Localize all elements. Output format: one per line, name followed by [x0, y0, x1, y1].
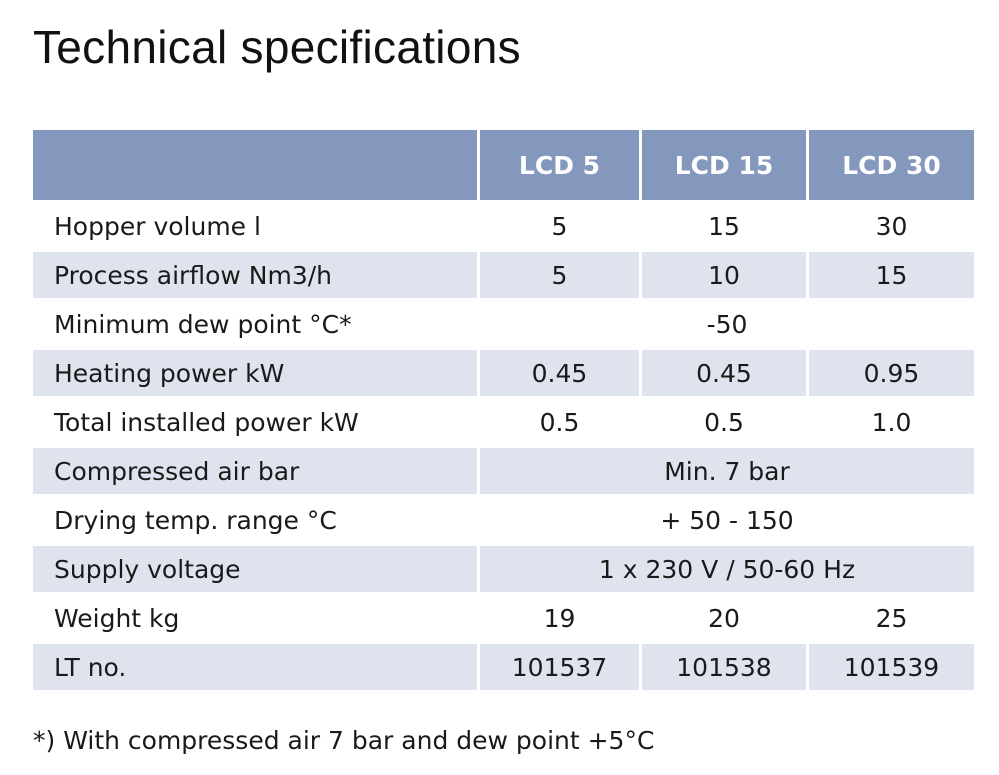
cell-value: 0.45: [480, 350, 642, 399]
cell-value: 15: [642, 203, 809, 252]
table-row-process-airflow: Process airflow Nm3/h 5 10 15: [33, 252, 974, 301]
cell-value: 101538: [642, 644, 809, 693]
row-label: Hopper volume l: [33, 203, 480, 252]
cell-value: 101537: [480, 644, 642, 693]
row-label: Heating power kW: [33, 350, 480, 399]
table-row-minimum-dew-point: Minimum dew point °C* -50: [33, 301, 974, 350]
cell-value-spanning: + 50 - 150: [480, 497, 974, 546]
table-row-hopper-volume: Hopper volume l 5 15 30: [33, 203, 974, 252]
table-row-supply-voltage: Supply voltage 1 x 230 V / 50-60 Hz: [33, 546, 974, 595]
specifications-table: LCD 5 LCD 15 LCD 30 Hopper volume l 5 15…: [33, 130, 974, 693]
page-title: Technical specifications: [33, 21, 521, 73]
table-row-lt-no: LT no. 101537 101538 101539: [33, 644, 974, 693]
table-row-compressed-air: Compressed air bar Min. 7 bar: [33, 448, 974, 497]
row-label: LT no.: [33, 644, 480, 693]
cell-value: 101539: [809, 644, 974, 693]
row-label: Drying temp. range °C: [33, 497, 480, 546]
cell-value: 15: [809, 252, 974, 301]
cell-value: 10: [642, 252, 809, 301]
table-row-heating-power: Heating power kW 0.45 0.45 0.95: [33, 350, 974, 399]
table-row-total-installed-power: Total installed power kW 0.5 0.5 1.0: [33, 399, 974, 448]
cell-value: 0.5: [480, 399, 642, 448]
cell-value: 0.95: [809, 350, 974, 399]
cell-value-spanning: Min. 7 bar: [480, 448, 974, 497]
cell-value: 20: [642, 595, 809, 644]
row-label: Process airflow Nm3/h: [33, 252, 480, 301]
table-row-weight: Weight kg 19 20 25: [33, 595, 974, 644]
row-label: Compressed air bar: [33, 448, 480, 497]
column-header-lcd-5: LCD 5: [480, 130, 642, 203]
cell-value: 5: [480, 252, 642, 301]
column-header-lcd-30: LCD 30: [809, 130, 974, 203]
row-label: Supply voltage: [33, 546, 480, 595]
cell-value: 5: [480, 203, 642, 252]
footnote: *) With compressed air 7 bar and dew poi…: [33, 726, 655, 755]
row-label: Weight kg: [33, 595, 480, 644]
cell-value-spanning: 1 x 230 V / 50-60 Hz: [480, 546, 974, 595]
cell-value: 0.5: [642, 399, 809, 448]
cell-value: 30: [809, 203, 974, 252]
header-blank-cell: [33, 130, 480, 203]
cell-value: 0.45: [642, 350, 809, 399]
cell-value: 25: [809, 595, 974, 644]
row-label: Minimum dew point °C*: [33, 301, 480, 350]
table-header-row: LCD 5 LCD 15 LCD 30: [33, 130, 974, 203]
cell-value: 1.0: [809, 399, 974, 448]
cell-value: 19: [480, 595, 642, 644]
cell-value-spanning: -50: [480, 301, 974, 350]
column-header-lcd-15: LCD 15: [642, 130, 809, 203]
row-label: Total installed power kW: [33, 399, 480, 448]
table-row-drying-temp-range: Drying temp. range °C + 50 - 150: [33, 497, 974, 546]
